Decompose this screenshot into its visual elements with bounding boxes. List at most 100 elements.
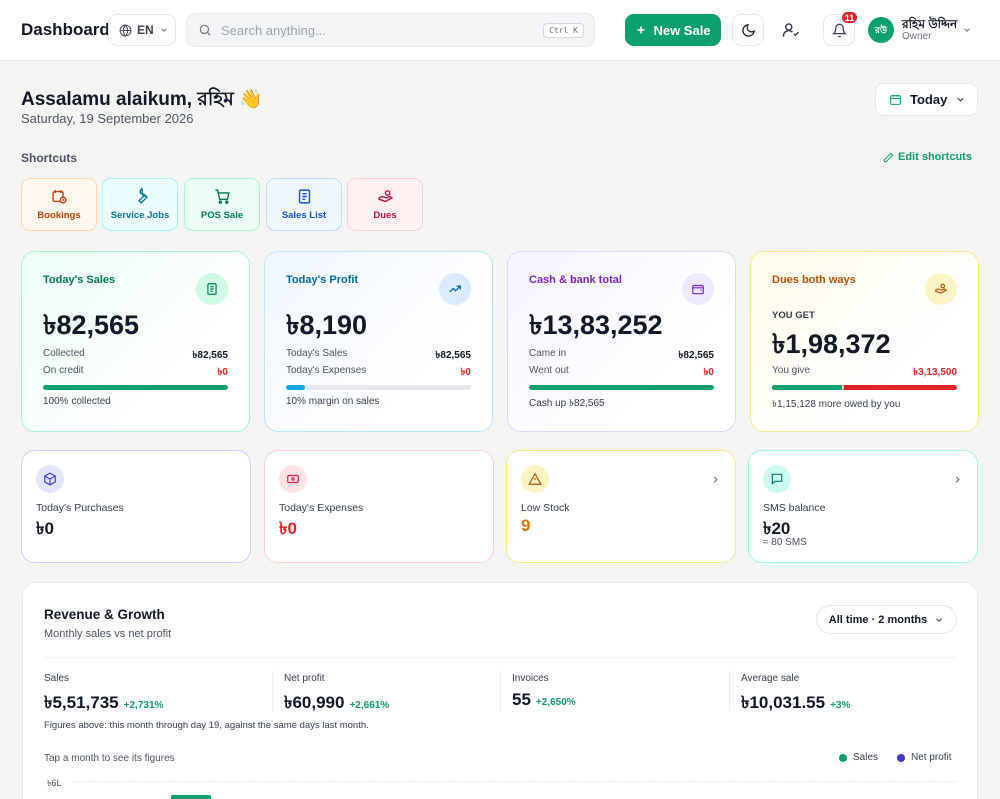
calendar-clock-icon bbox=[51, 190, 67, 204]
user-name[interactable]: রহিম উদ্দিন bbox=[902, 17, 958, 31]
shortcut-pos-sale[interactable]: POS Sale bbox=[184, 178, 260, 231]
card-icon bbox=[925, 273, 957, 305]
warning-icon bbox=[528, 472, 542, 485]
sales-bar[interactable] bbox=[171, 795, 211, 799]
shortcut-sales-list[interactable]: Sales List bbox=[266, 178, 342, 231]
shortcut-service-jobs[interactable]: Service Jobs bbox=[102, 178, 178, 231]
divider bbox=[272, 671, 273, 711]
progress-fill bbox=[529, 385, 714, 390]
card-label: Low Stock bbox=[521, 502, 570, 514]
globe-icon bbox=[119, 24, 132, 36]
row-value: ৳0 bbox=[217, 367, 228, 378]
card-icon bbox=[196, 273, 228, 305]
chevron-down-icon[interactable] bbox=[962, 25, 972, 35]
page-title: Dashboard bbox=[21, 20, 110, 39]
new-sale-button[interactable]: New Sale bbox=[625, 14, 721, 46]
chevron-down-icon bbox=[957, 97, 964, 102]
card-footer: 100% collected bbox=[43, 396, 111, 407]
shortcut-bookings[interactable]: Bookings bbox=[21, 178, 97, 231]
calendar-icon bbox=[890, 94, 901, 105]
shortcut-dues[interactable]: Dues bbox=[347, 178, 423, 231]
grid-line bbox=[73, 781, 956, 782]
card-value: ৳8,190 bbox=[286, 310, 368, 340]
revenue-growth-panel: Revenue & Growth Monthly sales vs net pr… bbox=[22, 582, 978, 799]
card-label: Today's Purchases bbox=[36, 502, 124, 514]
row-label: Today's Expenses bbox=[286, 365, 367, 376]
card-footer: ৳1,15,128 more owed by you bbox=[772, 399, 901, 410]
period-selector[interactable]: Today bbox=[875, 83, 978, 116]
card-label: Today's Sales bbox=[43, 274, 116, 286]
stat-label: Net profit bbox=[284, 673, 325, 684]
chevron-down-icon bbox=[160, 28, 167, 32]
cash-bank-card[interactable]: Cash & bank total ৳13,83,252 Came in ৳82… bbox=[507, 251, 736, 432]
card-value: ৳13,83,252 bbox=[529, 310, 663, 340]
stat-delta: +2,661% bbox=[349, 700, 390, 711]
trending-up-icon bbox=[449, 285, 461, 293]
card-icon bbox=[763, 465, 791, 493]
search-shortcut-hint: Ctrl K bbox=[543, 22, 584, 38]
avatar[interactable]: রউ bbox=[868, 17, 894, 43]
row-label: On credit bbox=[43, 365, 84, 376]
range-selector[interactable]: All time · 2 months bbox=[816, 605, 957, 634]
todays-sales-card[interactable]: Today's Sales ৳82,565 Collected ৳82,565 … bbox=[21, 251, 250, 432]
stat-net-profit: Net profit ৳60,990 +2,661% bbox=[284, 673, 509, 718]
stat-value-row: 55 +2,650% bbox=[512, 690, 737, 710]
card-icon bbox=[439, 273, 471, 305]
edit-shortcuts-link[interactable]: Edit shortcuts bbox=[883, 151, 972, 163]
legend-label: Net profit bbox=[911, 752, 952, 763]
wrench-icon bbox=[137, 188, 148, 204]
todays-purchases-card[interactable]: Today's Purchases ৳0 bbox=[21, 450, 251, 563]
notifications-button[interactable] bbox=[823, 14, 855, 46]
divider bbox=[729, 671, 730, 711]
pencil-icon bbox=[883, 152, 894, 162]
todays-profit-card[interactable]: Today's Profit ৳8,190 Today's Sales ৳82,… bbox=[264, 251, 493, 432]
card-row: Today's Sales ৳82,565 bbox=[286, 348, 471, 365]
notification-count-badge: 11 bbox=[840, 10, 859, 25]
shortcut-label: Dues bbox=[373, 210, 397, 221]
card-icon bbox=[521, 465, 549, 493]
card-value: ৳82,565 bbox=[43, 310, 140, 340]
card-icon bbox=[279, 465, 307, 493]
row-label: Today's Sales bbox=[286, 348, 348, 359]
staff-button[interactable] bbox=[775, 14, 807, 46]
language-switcher[interactable]: EN bbox=[108, 14, 176, 46]
row-value: ৳3,13,500 bbox=[913, 367, 957, 378]
todays-expenses-card[interactable]: Today's Expenses ৳0 bbox=[264, 450, 494, 563]
greeting: Assalamu alaikum, রহিম 👋 bbox=[21, 89, 263, 110]
tap-hint: Tap a month to see its figures bbox=[44, 753, 175, 764]
sms-balance-card[interactable]: SMS balance ৳20 ≈ 80 SMS bbox=[748, 450, 978, 563]
card-label: SMS balance bbox=[763, 502, 826, 514]
legend-dot bbox=[897, 753, 905, 762]
card-row: On credit ৳0 bbox=[43, 365, 228, 382]
card-label: Today's Profit bbox=[286, 274, 359, 286]
current-date: Saturday, 19 September 2026 bbox=[21, 111, 194, 126]
shortcuts-title: Shortcuts bbox=[21, 151, 78, 165]
card-value: ৳1,98,372 bbox=[772, 329, 891, 359]
dues-card[interactable]: Dues both ways YOU GET ৳1,98,372 You giv… bbox=[750, 251, 979, 432]
margin-progress-bar bbox=[286, 385, 471, 390]
legend-net-profit: Net profit bbox=[897, 752, 952, 763]
stat-label: Sales bbox=[44, 673, 70, 684]
edit-shortcuts-label: Edit shortcuts bbox=[898, 151, 972, 163]
stat-value: ৳5,51,735 bbox=[44, 693, 119, 712]
search-input[interactable]: Search anything... Ctrl K bbox=[186, 13, 595, 47]
card-footer: 10% margin on sales bbox=[286, 396, 380, 407]
row-value: ৳82,565 bbox=[435, 350, 471, 361]
search-placeholder: Search anything... bbox=[221, 22, 326, 38]
plus-icon bbox=[637, 26, 645, 34]
moon-icon bbox=[741, 23, 755, 37]
chevron-right-icon bbox=[955, 476, 960, 483]
message-icon bbox=[771, 473, 783, 486]
theme-toggle-button[interactable] bbox=[732, 14, 764, 46]
row-label: Went out bbox=[529, 365, 569, 376]
low-stock-card[interactable]: Low Stock 9 bbox=[506, 450, 736, 563]
bell-icon bbox=[831, 23, 847, 37]
stat-average-sale: Average sale ৳10,031.55 +3% bbox=[741, 673, 966, 718]
stat-sales: Sales ৳5,51,735 +2,731% bbox=[44, 673, 269, 718]
card-footer: Cash up ৳82,565 bbox=[529, 398, 605, 409]
hand-coins-icon bbox=[935, 283, 948, 294]
shortcut-label: Sales List bbox=[281, 210, 327, 221]
card-label: Dues both ways bbox=[772, 274, 856, 286]
card-subtext: ≈ 80 SMS bbox=[763, 537, 807, 548]
card-row: Came in ৳82,565 bbox=[529, 348, 714, 365]
